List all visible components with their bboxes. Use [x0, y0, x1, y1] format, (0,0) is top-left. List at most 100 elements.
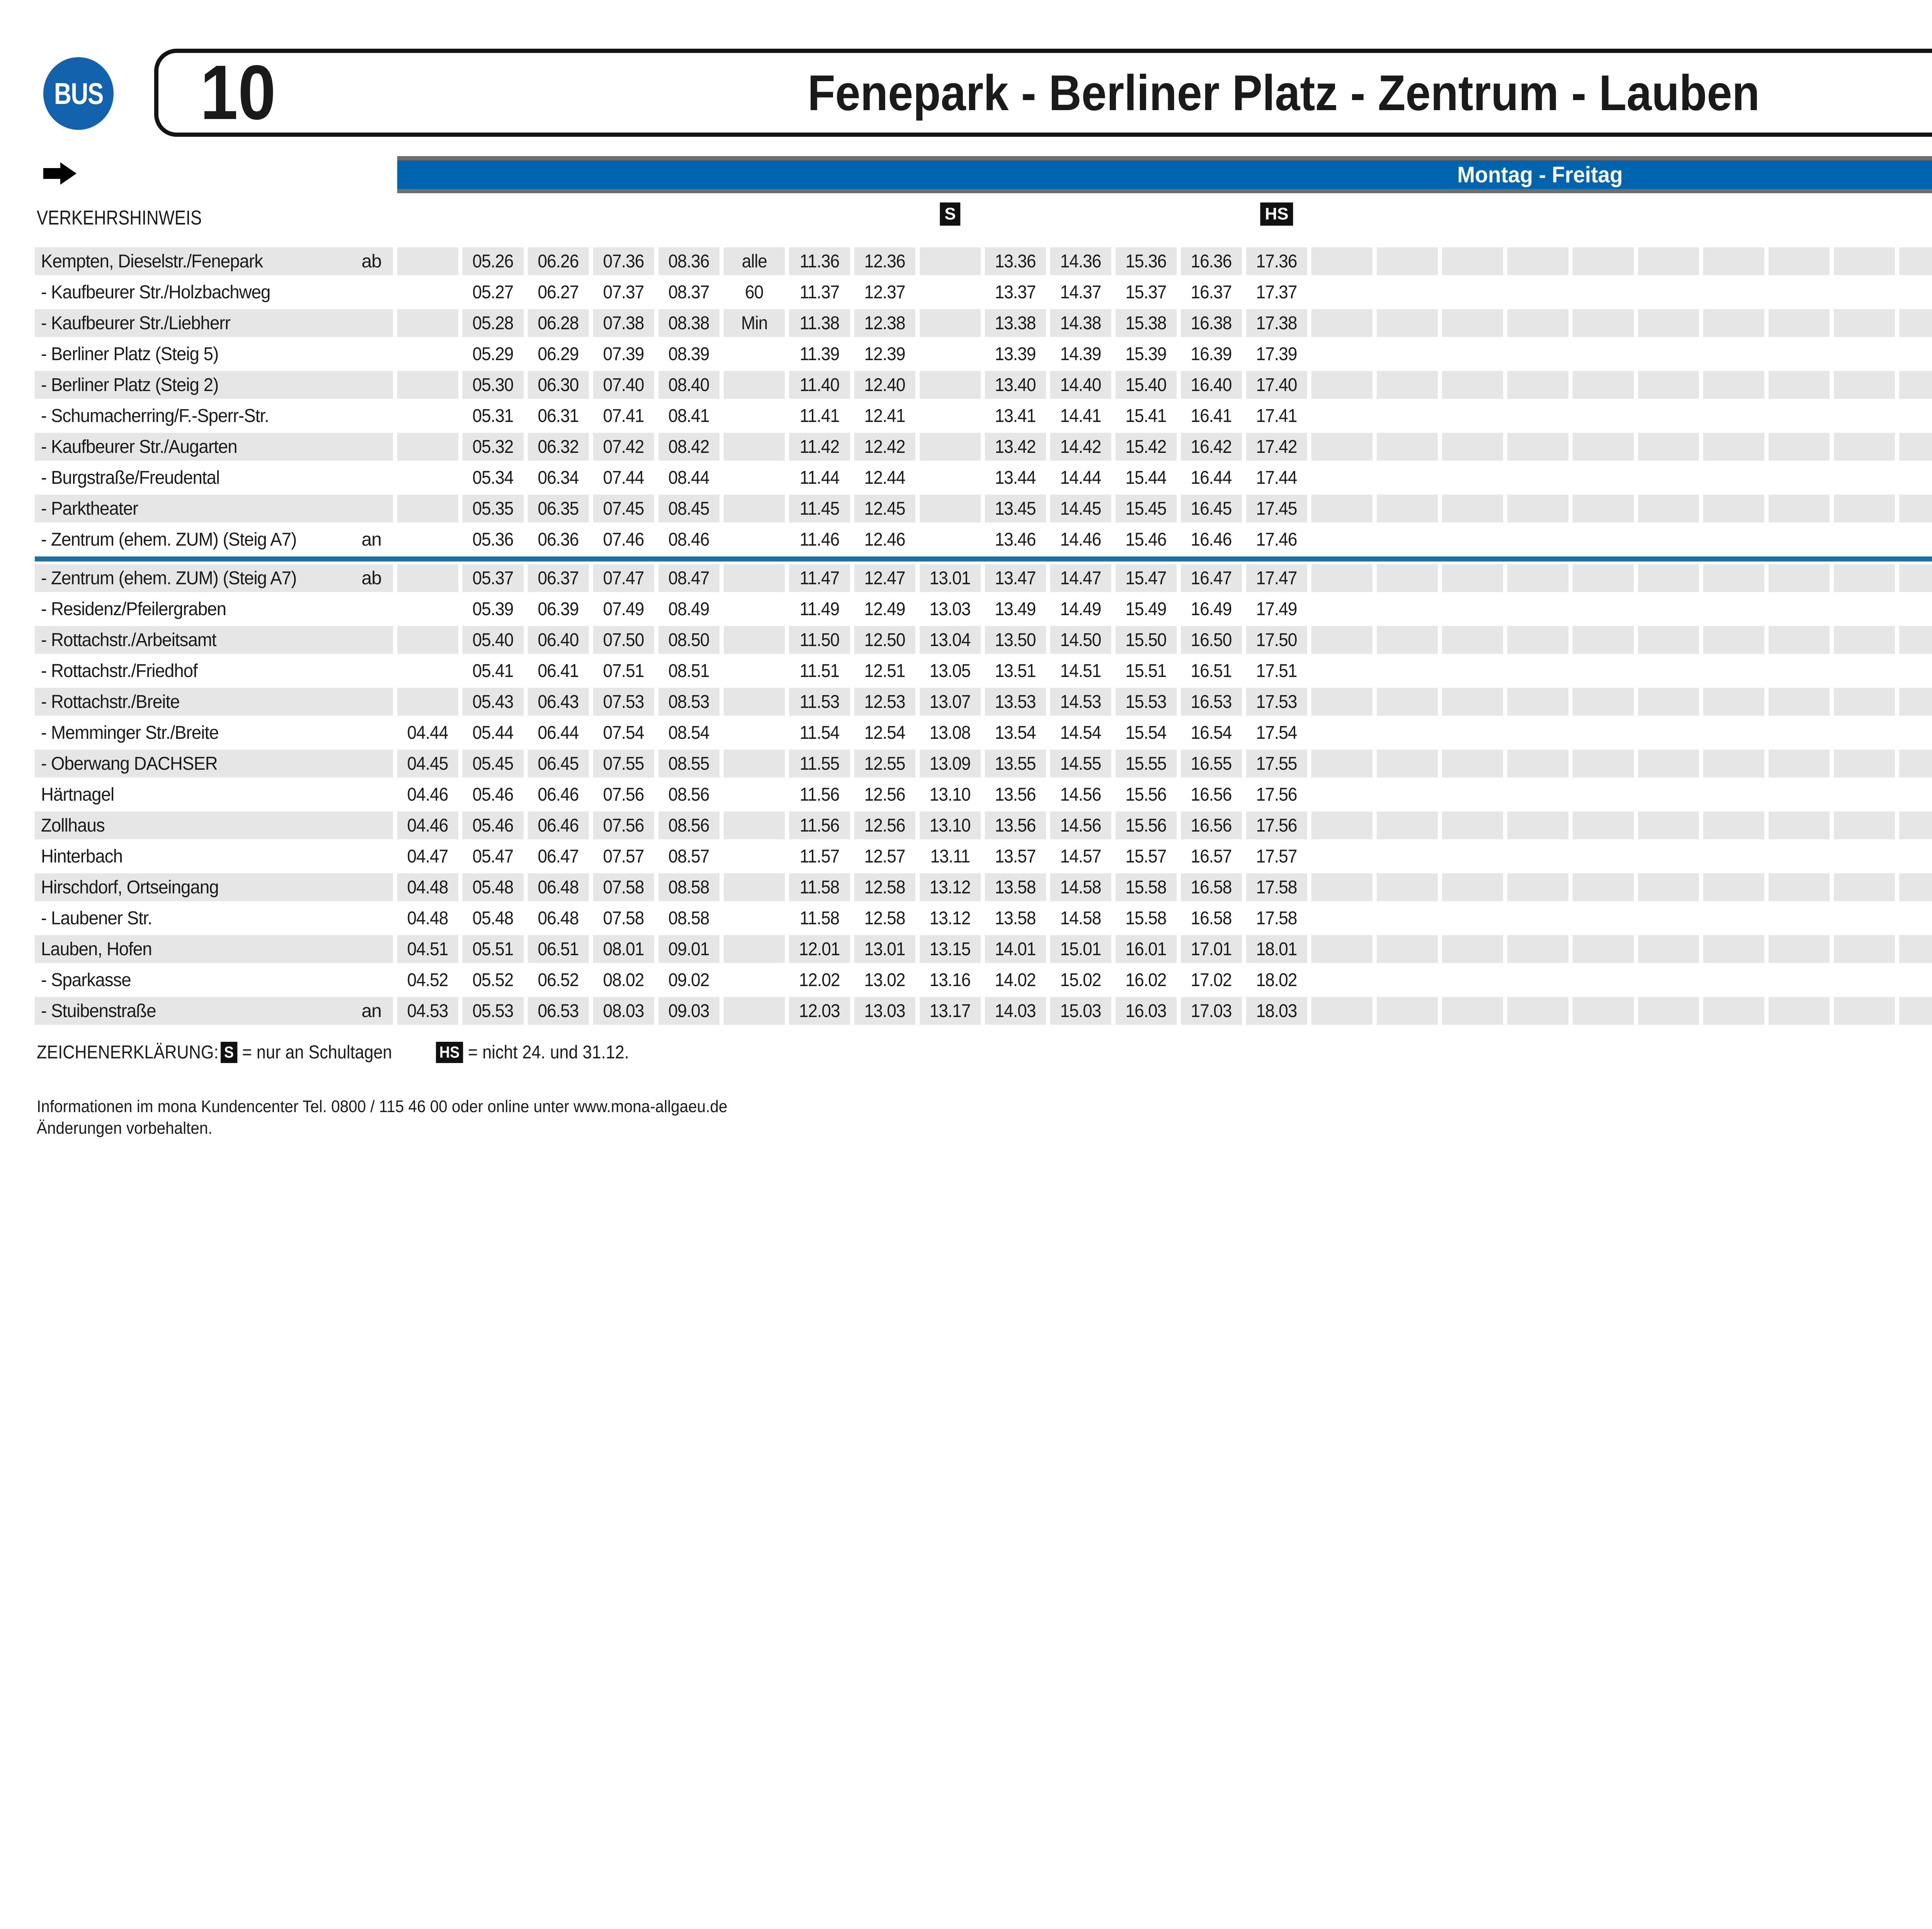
legend: ZEICHENERKLÄRUNG: S = nur an Schultagen … — [37, 1042, 629, 1063]
time-cell: 11.58 — [799, 908, 840, 929]
footer-info-line2: Änderungen vorbehalten. — [37, 1119, 213, 1138]
empty-time-cell — [1507, 595, 1568, 623]
time-cell: 12.45 — [854, 495, 915, 522]
time-cell: 11.37 — [799, 282, 840, 303]
time-cell: 13.36 — [985, 247, 1046, 275]
empty-time-cell — [1311, 595, 1372, 623]
empty-time-cell — [724, 595, 785, 623]
time-cell: 15.38 — [1116, 309, 1177, 337]
time-cell: 08.54 — [668, 722, 710, 743]
time-cell: 15.50 — [1116, 626, 1177, 654]
empty-time-cell — [1573, 657, 1634, 685]
time-cell: 11.45 — [789, 495, 850, 522]
empty-time-cell — [1377, 688, 1438, 716]
table-row: - Kaufbeurer Str./Liebherr 05.28 06.28 07.3… — [35, 309, 1932, 337]
time-cell: 05.40 — [463, 626, 524, 654]
empty-time-cell — [1769, 935, 1830, 963]
empty-time-cell — [1899, 935, 1932, 963]
table-row: - Memminger Str./Breite 04.44 05.44 06.44 07… — [35, 719, 1932, 747]
empty-time-cell — [1834, 904, 1895, 932]
empty-time-cell — [1507, 811, 1568, 839]
timetable: Kempten, Dieselstr./Fenepark ab 05.26 06.26… — [35, 247, 1932, 1028]
time-cell: 13.37 — [995, 282, 1036, 303]
table-row: Härtnagel 04.46 05.46 06.46 07.56 08.56 11.56 1… — [35, 781, 1932, 808]
stop-marker: ab — [361, 568, 382, 589]
empty-time-cell — [1377, 278, 1438, 306]
empty-time-cell — [397, 526, 458, 553]
time-cell: 04.45 — [397, 750, 458, 777]
time-cell: 11.58 — [789, 873, 850, 901]
table-row: - Stuibenstraße an 04.53 05.53 06.53 08.03 09.… — [35, 997, 1932, 1025]
time-cell: 16.42 — [1181, 433, 1242, 461]
time-cell: 08.36 — [658, 247, 719, 275]
stop-name: - Kaufbeurer Str./Augarten — [41, 436, 238, 457]
time-cell: 17.55 — [1246, 750, 1307, 777]
legend-hs-symbol: HS — [435, 1042, 463, 1063]
time-cell: 15.58 — [1126, 908, 1167, 929]
empty-time-cell — [397, 340, 458, 368]
arrow-head — [60, 162, 77, 185]
empty-time-cell — [1769, 371, 1830, 399]
time-cell: 11.47 — [789, 564, 850, 592]
time-cell: 06.45 — [528, 750, 589, 777]
stop-name-cell: - Parktheater — [35, 495, 393, 522]
time-cell: 07.56 — [603, 784, 645, 805]
stop-name: - Rottachstr./Friedhof — [41, 660, 198, 681]
empty-time-cell — [1703, 564, 1764, 592]
table-row: - Burgstraße/Freudental 05.34 06.34 07.44 08… — [35, 464, 1932, 492]
time-cell: 04.53 — [397, 997, 458, 1025]
table-row: - Sparkasse 04.52 05.52 06.52 08.02 09.02 12.0… — [35, 966, 1932, 994]
table-row: - Residenz/Pfeilergraben 05.39 06.39 07.49 0… — [35, 595, 1932, 623]
time-cell: 11.44 — [799, 467, 840, 488]
time-cell: 08.50 — [658, 626, 719, 654]
time-cell: 16.40 — [1181, 371, 1242, 399]
empty-time-cell — [1703, 626, 1764, 654]
empty-time-cell — [1899, 719, 1932, 747]
empty-time-cell — [1638, 526, 1699, 553]
empty-time-cell — [724, 873, 785, 901]
empty-time-cell — [920, 340, 981, 368]
time-cell: 04.44 — [407, 722, 449, 743]
time-cell: 16.38 — [1181, 309, 1242, 337]
empty-time-cell — [1311, 564, 1372, 592]
stop-name: Kempten, Dieselstr./Fenepark — [41, 251, 263, 272]
empty-time-cell — [1899, 340, 1932, 368]
time-cell: 17.54 — [1256, 722, 1298, 743]
empty-time-cell — [724, 526, 785, 553]
valid-from-label: Gültig ab: 14.12.2025 — [0, 1125, 1932, 1148]
empty-time-cell — [1573, 278, 1634, 306]
empty-time-cell — [724, 904, 785, 932]
time-cell: 12.58 — [864, 908, 906, 929]
empty-time-cell — [1507, 935, 1568, 963]
time-cell: 15.42 — [1116, 433, 1177, 461]
empty-time-cell — [1703, 526, 1764, 553]
time-cell: 07.39 — [603, 344, 645, 364]
time-cell: 13.47 — [985, 564, 1046, 592]
time-cell: 17.50 — [1246, 626, 1307, 654]
time-cell: 08.03 — [593, 997, 654, 1025]
time-cell: 16.37 — [1191, 282, 1232, 303]
time-cell: 09.02 — [668, 970, 710, 990]
time-cell: 05.31 — [473, 405, 514, 426]
time-cell: 05.39 — [473, 599, 514, 619]
time-cell: 09.03 — [658, 997, 719, 1025]
empty-time-cell — [1311, 966, 1372, 994]
empty-time-cell — [1377, 997, 1438, 1025]
time-cell: 04.47 — [407, 846, 449, 867]
empty-time-cell — [1573, 966, 1634, 994]
empty-time-cell — [1899, 626, 1932, 654]
empty-time-cell — [1442, 873, 1503, 901]
time-cell: 14.42 — [1050, 433, 1111, 461]
empty-time-cell — [1703, 278, 1764, 306]
empty-time-cell — [1311, 657, 1372, 685]
empty-time-cell — [397, 688, 458, 716]
empty-time-cell — [1311, 526, 1372, 553]
stop-name-cell: - Kaufbeurer Str./Liebherr — [35, 309, 393, 337]
empty-time-cell — [1899, 781, 1932, 808]
empty-time-cell — [724, 402, 785, 430]
legend-hs-text: = nicht 24. und 31.12. — [468, 1042, 629, 1063]
empty-time-cell — [397, 564, 458, 592]
time-cell: 15.57 — [1126, 846, 1167, 867]
empty-time-cell — [1899, 657, 1932, 685]
empty-time-cell — [1311, 750, 1372, 777]
